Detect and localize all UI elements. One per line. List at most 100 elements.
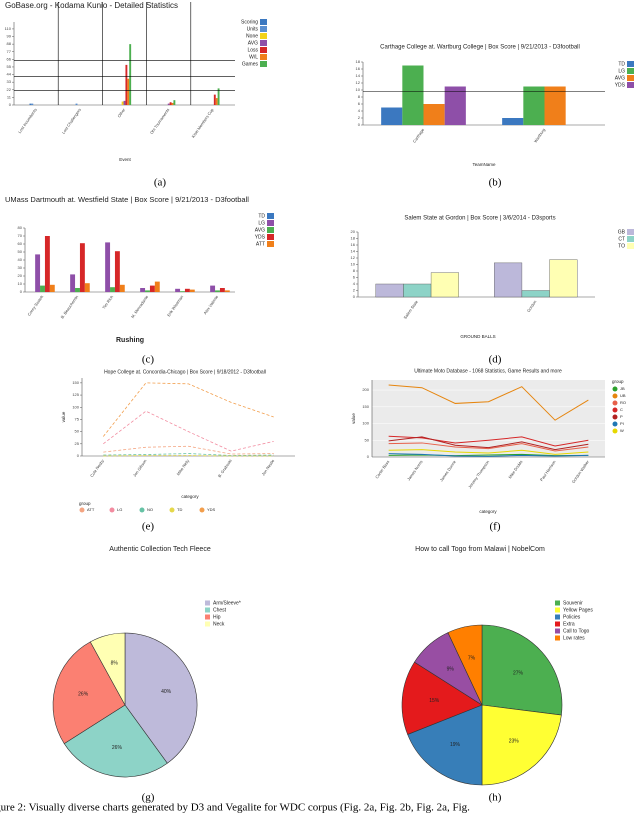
legend-swatch bbox=[260, 33, 267, 39]
y-tick-label: 40 bbox=[18, 257, 23, 262]
x-axis-label: Event bbox=[119, 157, 131, 162]
bar bbox=[84, 283, 90, 292]
legend-swatch bbox=[627, 236, 634, 242]
bar bbox=[375, 283, 404, 298]
legend-swatch bbox=[267, 241, 274, 247]
legend-swatch bbox=[612, 428, 618, 434]
x-axis-label: GROUND BALLS bbox=[460, 334, 495, 339]
chart-title: Hope College at. Concordia-Chicago | Box… bbox=[104, 369, 266, 375]
bar bbox=[114, 251, 120, 292]
x-tick-label: Kisei Members Cup bbox=[190, 107, 215, 139]
legend-swatch bbox=[169, 507, 175, 513]
y-tick-label: 0 bbox=[77, 453, 80, 458]
bar bbox=[44, 236, 50, 292]
x-tick-label: Wartburg bbox=[533, 127, 546, 143]
bar bbox=[167, 103, 170, 105]
slice-label: 9% bbox=[447, 666, 455, 672]
line bbox=[103, 410, 274, 452]
legend-swatch bbox=[627, 82, 634, 88]
pie-slice bbox=[447, 624, 483, 706]
bar bbox=[521, 290, 550, 298]
x-tick-label: Erik Wiseman bbox=[166, 294, 184, 317]
y-tick-label: 99 bbox=[7, 34, 12, 39]
legend-label: ATT bbox=[256, 241, 265, 247]
legend-swatch bbox=[139, 507, 145, 513]
x-tick-label: Jon Nestle bbox=[260, 458, 275, 477]
line bbox=[388, 453, 589, 457]
chart-title: GoBase.org - Kodama Kunio - Detailed Sta… bbox=[5, 1, 178, 10]
bar bbox=[79, 243, 85, 292]
legend-label: ATT bbox=[87, 507, 95, 512]
y-tick-label: 0 bbox=[20, 289, 23, 294]
y-tick-label: 4 bbox=[353, 281, 356, 286]
y-tick-label: 0 bbox=[353, 294, 356, 299]
legend-label: YDS bbox=[255, 234, 266, 240]
y-tick-label: 100 bbox=[362, 421, 369, 426]
slice-label: 8% bbox=[111, 660, 119, 666]
legend-label: W/L bbox=[249, 54, 258, 60]
legend-label: Chest bbox=[213, 607, 227, 613]
slice-label: 26% bbox=[112, 745, 123, 751]
y-tick-label: 50 bbox=[75, 429, 80, 434]
x-tick-label: Lost Challengers bbox=[61, 107, 82, 134]
bar bbox=[189, 289, 195, 292]
y-tick-label: 66 bbox=[7, 56, 12, 61]
bar bbox=[502, 118, 524, 125]
legend-swatch bbox=[267, 227, 274, 233]
bar bbox=[210, 285, 216, 292]
slice-label: 7% bbox=[468, 655, 476, 661]
chart-title: Salem State at Gordon | Box Score | 3/6/… bbox=[404, 216, 555, 222]
legend-label: Yellow Pages bbox=[563, 607, 593, 613]
bar bbox=[217, 88, 220, 105]
bar bbox=[123, 100, 126, 105]
y-tick-label: 77 bbox=[7, 49, 12, 54]
panel-label: (h) bbox=[489, 792, 502, 804]
slice-label: 23% bbox=[509, 738, 520, 744]
bar bbox=[224, 290, 230, 292]
legend-label: Units bbox=[247, 26, 259, 32]
x-tick-label: Jeremy Thompson bbox=[467, 459, 490, 489]
legend-label: TD bbox=[177, 507, 182, 512]
y-tick-label: 0 bbox=[358, 122, 361, 127]
y-tick-label: 14 bbox=[351, 249, 356, 254]
y-tick-label: 14 bbox=[356, 73, 361, 78]
line bbox=[388, 384, 589, 421]
y-tick-label: 110 bbox=[5, 26, 12, 31]
legend-label: Loss bbox=[247, 47, 258, 53]
legend-swatch bbox=[267, 213, 274, 219]
panel-label: (b) bbox=[489, 177, 502, 189]
x-axis-label: TeamName bbox=[472, 162, 496, 167]
x-tick-label: James Dunne bbox=[439, 459, 458, 483]
bar bbox=[213, 94, 216, 105]
y-tick-label: 22 bbox=[7, 87, 12, 92]
legend-label: JB bbox=[620, 386, 625, 391]
y-tick-label: 55 bbox=[7, 64, 12, 69]
bar bbox=[494, 262, 523, 298]
legend-label: LG bbox=[117, 507, 122, 512]
pie-slice bbox=[52, 641, 126, 744]
x-tick-label: Gordon bbox=[526, 299, 538, 313]
y-axis-label: value bbox=[61, 411, 66, 422]
legend-label: RO bbox=[620, 400, 626, 405]
line bbox=[388, 436, 589, 451]
pie-slice bbox=[124, 632, 198, 764]
legend-title: group bbox=[612, 379, 624, 384]
legend-label: Scoring bbox=[241, 19, 258, 25]
legend-label: YDS bbox=[615, 82, 626, 88]
legend-swatch bbox=[627, 68, 634, 74]
y-tick-label: 200 bbox=[362, 387, 369, 392]
bar bbox=[549, 259, 578, 298]
line bbox=[388, 442, 589, 452]
x-tick-label: B. Graboski bbox=[217, 458, 233, 478]
bar bbox=[402, 65, 424, 125]
panel-label: (c) bbox=[142, 354, 155, 366]
legend-swatch bbox=[555, 607, 560, 613]
legend-label: C bbox=[620, 407, 623, 412]
bar bbox=[127, 78, 130, 105]
chart-title: Ultimate Moto Database - 1068 Statistics… bbox=[414, 368, 562, 374]
legend-label: Policies bbox=[563, 614, 581, 620]
bar bbox=[110, 287, 115, 292]
pie-slice bbox=[401, 661, 483, 735]
legend-label: AVG bbox=[255, 227, 265, 233]
pie-slice bbox=[481, 704, 562, 786]
